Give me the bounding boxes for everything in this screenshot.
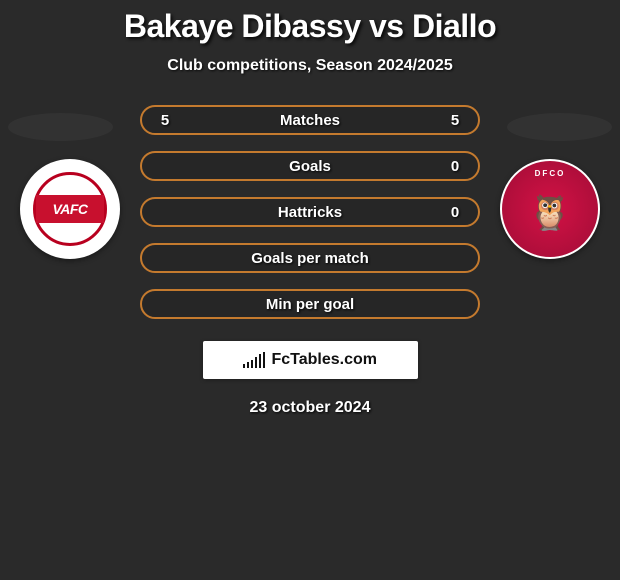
stat-row-matches: 5 Matches 5 xyxy=(140,105,480,135)
player-left-ellipse xyxy=(8,113,113,141)
bar-chart-icon xyxy=(243,352,266,368)
dfco-badge-icon: DFCO 🦉 xyxy=(500,159,600,259)
watermark: FcTables.com xyxy=(203,341,418,379)
stat-row-goals: Goals 0 xyxy=(140,151,480,181)
date-label: 23 october 2024 xyxy=(0,399,620,417)
vafc-badge-icon: VAFC xyxy=(33,172,107,246)
stat-value-left: 5 xyxy=(156,112,174,129)
stat-label: Hattricks xyxy=(278,204,342,221)
vafc-badge-text: VAFC xyxy=(52,201,87,217)
stat-row-goals-per-match: Goals per match xyxy=(140,243,480,273)
club-badge-left: VAFC xyxy=(20,159,120,259)
watermark-text: FcTables.com xyxy=(271,351,377,369)
stat-rows: 5 Matches 5 Goals 0 Hattricks 0 Goals pe… xyxy=(140,105,480,319)
stat-row-hattricks: Hattricks 0 xyxy=(140,197,480,227)
stat-label: Matches xyxy=(280,112,340,129)
owl-icon: 🦉 xyxy=(529,196,571,230)
stat-value-right: 5 xyxy=(446,112,464,129)
stat-value-right: 0 xyxy=(446,204,464,221)
stat-value-right: 0 xyxy=(446,158,464,175)
stats-area: VAFC DFCO 🦉 5 Matches 5 Goals 0 Hattrick… xyxy=(0,105,620,417)
player-right-ellipse xyxy=(507,113,612,141)
stat-label: Goals xyxy=(289,158,331,175)
stat-label: Goals per match xyxy=(251,250,369,267)
dfco-badge-text: DFCO xyxy=(535,169,566,178)
stat-label: Min per goal xyxy=(266,296,354,313)
subtitle: Club competitions, Season 2024/2025 xyxy=(0,57,620,75)
stat-row-min-per-goal: Min per goal xyxy=(140,289,480,319)
club-badge-right: DFCO 🦉 xyxy=(500,159,600,259)
page-title: Bakaye Dibassy vs Diallo xyxy=(0,0,620,45)
